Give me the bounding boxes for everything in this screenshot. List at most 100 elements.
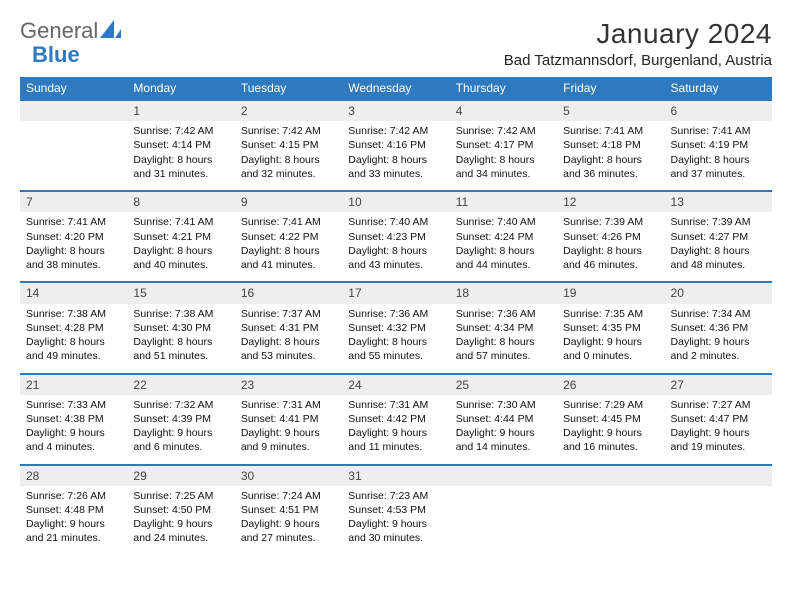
day-data-row: Sunrise: 7:42 AMSunset: 4:14 PMDaylight:… (20, 121, 772, 191)
weekday-header: Tuesday (235, 77, 342, 100)
daylight-text-2: and 55 minutes. (348, 349, 443, 363)
daylight-text-1: Daylight: 9 hours (241, 517, 336, 531)
daylight-text-2: and 36 minutes. (563, 167, 658, 181)
sunset-text: Sunset: 4:41 PM (241, 412, 336, 426)
logo: General (20, 18, 122, 44)
daylight-text-1: Daylight: 8 hours (563, 153, 658, 167)
day-cell: Sunrise: 7:35 AMSunset: 4:35 PMDaylight:… (557, 304, 664, 374)
day-cell: Sunrise: 7:41 AMSunset: 4:21 PMDaylight:… (127, 212, 234, 282)
day-cell: Sunrise: 7:42 AMSunset: 4:14 PMDaylight:… (127, 121, 234, 191)
day-cell (665, 486, 772, 556)
day-cell: Sunrise: 7:42 AMSunset: 4:16 PMDaylight:… (342, 121, 449, 191)
daylight-text-2: and 53 minutes. (241, 349, 336, 363)
day-number: 24 (342, 374, 449, 395)
day-cell (557, 486, 664, 556)
sunset-text: Sunset: 4:47 PM (671, 412, 766, 426)
day-number: 17 (342, 282, 449, 303)
daylight-text-1: Daylight: 9 hours (26, 517, 121, 531)
daylight-text-1: Daylight: 8 hours (241, 244, 336, 258)
day-cell: Sunrise: 7:24 AMSunset: 4:51 PMDaylight:… (235, 486, 342, 556)
weekday-header: Sunday (20, 77, 127, 100)
day-number: 18 (450, 282, 557, 303)
day-cell: Sunrise: 7:38 AMSunset: 4:28 PMDaylight:… (20, 304, 127, 374)
sunset-text: Sunset: 4:17 PM (456, 138, 551, 152)
sunset-text: Sunset: 4:51 PM (241, 503, 336, 517)
day-data-row: Sunrise: 7:33 AMSunset: 4:38 PMDaylight:… (20, 395, 772, 465)
sunrise-text: Sunrise: 7:38 AM (26, 307, 121, 321)
day-number: 29 (127, 465, 234, 486)
day-cell: Sunrise: 7:41 AMSunset: 4:22 PMDaylight:… (235, 212, 342, 282)
sunrise-text: Sunrise: 7:25 AM (133, 489, 228, 503)
day-cell: Sunrise: 7:23 AMSunset: 4:53 PMDaylight:… (342, 486, 449, 556)
sunrise-text: Sunrise: 7:24 AM (241, 489, 336, 503)
daylight-text-2: and 43 minutes. (348, 258, 443, 272)
daylight-text-1: Daylight: 8 hours (26, 244, 121, 258)
sunset-text: Sunset: 4:16 PM (348, 138, 443, 152)
sunrise-text: Sunrise: 7:37 AM (241, 307, 336, 321)
sunrise-text: Sunrise: 7:40 AM (348, 215, 443, 229)
day-number (665, 465, 772, 486)
day-cell: Sunrise: 7:26 AMSunset: 4:48 PMDaylight:… (20, 486, 127, 556)
sunset-text: Sunset: 4:32 PM (348, 321, 443, 335)
day-number: 25 (450, 374, 557, 395)
weekday-header: Thursday (450, 77, 557, 100)
daylight-text-1: Daylight: 8 hours (26, 335, 121, 349)
daylight-text-2: and 9 minutes. (241, 440, 336, 454)
day-cell: Sunrise: 7:40 AMSunset: 4:24 PMDaylight:… (450, 212, 557, 282)
sunset-text: Sunset: 4:36 PM (671, 321, 766, 335)
sunrise-text: Sunrise: 7:41 AM (241, 215, 336, 229)
sunset-text: Sunset: 4:15 PM (241, 138, 336, 152)
sunrise-text: Sunrise: 7:27 AM (671, 398, 766, 412)
daylight-text-1: Daylight: 8 hours (456, 153, 551, 167)
day-number: 4 (450, 100, 557, 121)
day-number: 8 (127, 191, 234, 212)
sunset-text: Sunset: 4:34 PM (456, 321, 551, 335)
logo-line2: Blue (32, 42, 80, 68)
daylight-text-1: Daylight: 8 hours (133, 244, 228, 258)
sunset-text: Sunset: 4:18 PM (563, 138, 658, 152)
daylight-text-1: Daylight: 8 hours (348, 244, 443, 258)
sunrise-text: Sunrise: 7:33 AM (26, 398, 121, 412)
daylight-text-2: and 33 minutes. (348, 167, 443, 181)
day-cell: Sunrise: 7:36 AMSunset: 4:32 PMDaylight:… (342, 304, 449, 374)
sunrise-text: Sunrise: 7:38 AM (133, 307, 228, 321)
logo-text-1: General (20, 18, 98, 44)
day-cell: Sunrise: 7:41 AMSunset: 4:18 PMDaylight:… (557, 121, 664, 191)
weekday-header: Saturday (665, 77, 772, 100)
day-number: 16 (235, 282, 342, 303)
day-number: 2 (235, 100, 342, 121)
sunset-text: Sunset: 4:30 PM (133, 321, 228, 335)
daylight-text-2: and 6 minutes. (133, 440, 228, 454)
sunrise-text: Sunrise: 7:36 AM (348, 307, 443, 321)
location: Bad Tatzmannsdorf, Burgenland, Austria (504, 52, 772, 69)
day-number: 28 (20, 465, 127, 486)
sunset-text: Sunset: 4:20 PM (26, 230, 121, 244)
sunset-text: Sunset: 4:35 PM (563, 321, 658, 335)
sunrise-text: Sunrise: 7:39 AM (671, 215, 766, 229)
day-data-row: Sunrise: 7:26 AMSunset: 4:48 PMDaylight:… (20, 486, 772, 556)
logo-text-2: Blue (32, 42, 80, 67)
sunrise-text: Sunrise: 7:41 AM (26, 215, 121, 229)
daylight-text-2: and 48 minutes. (671, 258, 766, 272)
day-number: 22 (127, 374, 234, 395)
sunset-text: Sunset: 4:42 PM (348, 412, 443, 426)
sunset-text: Sunset: 4:44 PM (456, 412, 551, 426)
sunrise-text: Sunrise: 7:34 AM (671, 307, 766, 321)
day-number: 21 (20, 374, 127, 395)
day-number: 30 (235, 465, 342, 486)
day-number (20, 100, 127, 121)
daylight-text-1: Daylight: 9 hours (241, 426, 336, 440)
day-number: 15 (127, 282, 234, 303)
daylight-text-2: and 2 minutes. (671, 349, 766, 363)
day-number (557, 465, 664, 486)
daylight-text-1: Daylight: 9 hours (671, 335, 766, 349)
daylight-text-1: Daylight: 9 hours (133, 426, 228, 440)
daylight-text-2: and 32 minutes. (241, 167, 336, 181)
day-number: 11 (450, 191, 557, 212)
daylight-text-2: and 57 minutes. (456, 349, 551, 363)
day-number-row: 123456 (20, 100, 772, 121)
sunset-text: Sunset: 4:19 PM (671, 138, 766, 152)
header: General January 2024 Bad Tatzmannsdorf, … (20, 18, 772, 69)
sunrise-text: Sunrise: 7:26 AM (26, 489, 121, 503)
weekday-header: Wednesday (342, 77, 449, 100)
